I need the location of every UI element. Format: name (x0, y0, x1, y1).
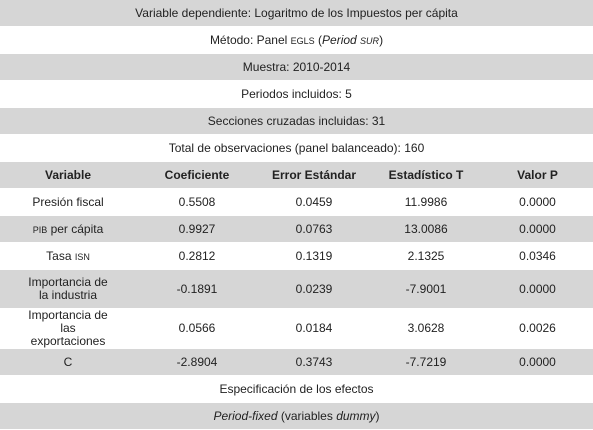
text: ( (314, 33, 323, 47)
cell: 3.0628 (370, 308, 482, 349)
text: Importancia de la industria (28, 275, 108, 302)
table-row: Importancia de las exportaciones 0.0566 0.… (0, 308, 593, 349)
sample-row: Muestra: 2010-2014 (0, 53, 593, 81)
text: EGLS (290, 36, 315, 46)
method: Método: Panel EGLS (Period SUR) (0, 26, 593, 54)
text: PIB (32, 225, 48, 235)
sections: Secciones cruzadas incluidas: 31 (0, 107, 593, 135)
title: Variable dependiente: Logaritmo de los I… (0, 0, 593, 27)
effects-title: Especificación de los efectos (0, 375, 593, 403)
text: (variables (277, 409, 337, 423)
method-row: Método: Panel EGLS (Period SUR) (0, 26, 593, 54)
column-header: Error Estándar (258, 161, 370, 189)
effects: Period-fixed (variables dummy) (0, 402, 593, 430)
text: Period-fixed (213, 409, 278, 423)
cell: 0.9927 (136, 215, 258, 243)
cell: 0.0026 (482, 308, 593, 349)
cell: Presión fiscal (0, 188, 136, 216)
effects-row: Period-fixed (variables dummy) (0, 402, 593, 430)
effects-title-row: Especificación de los efectos (0, 375, 593, 403)
table-row: C -2.8904 0.3743 -7.7219 0.0000 (0, 348, 593, 376)
cell: 0.2812 (136, 242, 258, 270)
cell: 0.0184 (258, 308, 370, 349)
cell: 0.3743 (258, 348, 370, 376)
column-header: Estadístico T (370, 161, 482, 189)
table-row: Tasa ISN 0.2812 0.1319 2.1325 0.0346 (0, 242, 593, 270)
sample: Muestra: 2010-2014 (0, 53, 593, 81)
cell: Importancia de la industria (0, 269, 136, 309)
title-row: Variable dependiente: Logaritmo de los I… (0, 0, 593, 27)
cell: PIB per cápita (0, 215, 136, 243)
cell: 0.0000 (482, 348, 593, 376)
cell: 0.0239 (258, 269, 370, 309)
cell: 0.1319 (258, 242, 370, 270)
cell: Importancia de las exportaciones (0, 308, 136, 349)
cell: 13.0086 (370, 215, 482, 243)
text: ) (379, 33, 384, 47)
cell: 0.0459 (258, 188, 370, 216)
table-row: Importancia de la industria -0.1891 0.0239… (0, 269, 593, 309)
table-row: Presión fiscal 0.5508 0.0459 11.9986 0.0000 (0, 188, 593, 216)
cell: 0.5508 (136, 188, 258, 216)
cell: 11.9986 (370, 188, 482, 216)
observations-row: Total de observaciones (panel balanceado… (0, 134, 593, 162)
cell: -0.1891 (136, 269, 258, 309)
text: ) (375, 409, 380, 423)
periods: Periodos incluidos: 5 (0, 80, 593, 108)
table-row: PIB per cápita 0.9927 0.0763 13.0086 0.0000 (0, 215, 593, 243)
cell: -7.7219 (370, 348, 482, 376)
text: Importancia de las exportaciones (28, 308, 108, 348)
column-header: Coeficiente (136, 161, 258, 189)
table-body: Presión fiscal 0.5508 0.0459 11.9986 0.0000 P… (0, 188, 593, 376)
cell: 0.0566 (136, 308, 258, 349)
cell: 0.0763 (258, 215, 370, 243)
text: dummy (336, 409, 376, 423)
text: Método: Panel (209, 33, 291, 47)
column-header: Valor P (482, 161, 593, 189)
column-header: Variable (0, 161, 136, 189)
sections-row: Secciones cruzadas incluidas: 31 (0, 107, 593, 135)
cell: C (0, 348, 136, 376)
text: Tasa (46, 249, 75, 263)
text: Period (322, 33, 357, 47)
cell: 0.0346 (482, 242, 593, 270)
cell: 0.0000 (482, 215, 593, 243)
column-header-row: Variable Coeficiente Error Estándar Estadís… (0, 161, 593, 189)
periods-row: Periodos incluidos: 5 (0, 80, 593, 108)
cell: 0.0000 (482, 269, 593, 309)
text: SUR (360, 36, 380, 46)
text: ISN (74, 252, 90, 262)
cell: 0.0000 (482, 188, 593, 216)
cell: 2.1325 (370, 242, 482, 270)
cell: -7.9001 (370, 269, 482, 309)
cell: Tasa ISN (0, 242, 136, 270)
cell: -2.8904 (136, 348, 258, 376)
text: per cápita (47, 222, 104, 236)
observations: Total de observaciones (panel balanceado… (0, 134, 593, 162)
